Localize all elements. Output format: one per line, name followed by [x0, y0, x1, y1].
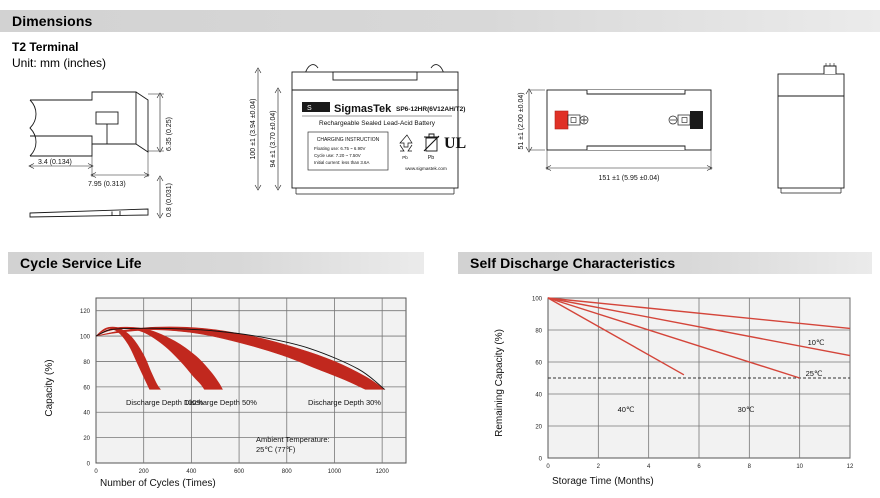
charging-instruction-title: CHARGING INSTRUCTION — [317, 137, 380, 143]
recycle-mark-label: Pb — [402, 155, 408, 160]
series-line-25℃ — [547, 297, 851, 357]
reference-envelope-curve — [96, 327, 385, 390]
dim-terminal-offset: 3.4 (0.134) — [38, 159, 72, 166]
dim-body-height: 94 ±1 (3.70 ±0.04) — [270, 110, 277, 167]
series-line-10℃ — [547, 297, 851, 330]
annotation-2: Discharge Depth 50% — [184, 398, 257, 407]
x-tick-label: 8 — [748, 464, 752, 470]
battery-side-view: 51 ±1 (2.00 ±0.04) 151 ±1 (5.95 ±0.04) — [505, 58, 725, 203]
y-tick-label: 20 — [535, 425, 542, 431]
charging-instruction-box — [307, 131, 389, 171]
section-header-dimensions: Dimensions — [0, 10, 880, 32]
y-tick-label: 0 — [539, 457, 543, 463]
battery-front-view: 100 ±1 (3.94 ±0.04) 94 ±1 (3.70 ±0.04) S… — [248, 58, 478, 203]
y-tick-label: 40 — [535, 393, 542, 399]
model-number: SP6-12HR(6V12AH/T2) — [396, 106, 465, 113]
x-tick-label: 0 — [546, 464, 550, 470]
series-label-10℃: 10℃ — [808, 338, 825, 347]
subsection-title-t2-terminal: T2 Terminal — [12, 40, 79, 54]
y-tick-label: 0 — [87, 462, 91, 468]
dim-terminal-thickness: 0.8 (0.031) — [166, 183, 173, 217]
battery-label: S SigmasTek SP6-12HR(6V12AH/T2) Recharge… — [302, 102, 466, 171]
section-header-self-discharge: Self Discharge Characteristics — [458, 252, 872, 274]
no-trash-mark-label: Pb — [428, 155, 435, 161]
y-tick-label: 120 — [80, 309, 91, 315]
x-tick-label: 0 — [94, 469, 98, 475]
battery-descriptor: Rechargeable Sealed Lead-Acid Battery — [319, 120, 436, 127]
x-tick-label: 1000 — [328, 469, 342, 475]
annotation-1: Discharge Depth 100% — [126, 398, 203, 407]
series-line-30℃ — [547, 297, 800, 379]
x-axis-title: Storage Time (Months) — [552, 476, 654, 487]
chart-cycle-service-life: 0 200 400 600 800 1000 1200 0 20 40 60 80 100 120 Disc… — [8, 288, 428, 493]
y-tick-label: 100 — [532, 297, 543, 303]
x-tick-label: 6 — [697, 464, 701, 470]
charging-line-3: Initial current: less than 3.6A — [314, 160, 369, 165]
end-view-body — [777, 73, 845, 189]
dim-side-height: 51 ±1 (2.00 ±0.04) — [518, 92, 525, 149]
ul-icon: UL — [444, 135, 466, 152]
annotation-3: Discharge Depth 30% — [308, 398, 381, 407]
unit-note: Unit: mm (inches) — [12, 56, 107, 70]
y-axis-title: Remaining Capacity (%) — [494, 329, 505, 437]
end-view-terminal — [823, 65, 837, 74]
series-label-25℃: 25℃ — [806, 369, 823, 378]
brand-mark-glyph: S — [307, 105, 312, 112]
x-tick-label: 400 — [186, 469, 197, 475]
y-tick-label: 20 — [83, 436, 90, 442]
website: www.sigmastek.com — [405, 166, 447, 171]
y-tick-label: 40 — [83, 411, 90, 417]
y-tick-label: 60 — [83, 385, 90, 391]
x-tick-label: 4 — [647, 464, 651, 470]
negative-terminal — [668, 111, 703, 129]
x-tick-label: 1200 — [375, 469, 389, 475]
x-tick-label: 800 — [282, 469, 293, 475]
x-tick-label: 200 — [139, 469, 150, 475]
series-label-30℃: 30℃ — [738, 405, 755, 414]
terminal-plate — [29, 208, 149, 218]
x-tick-label: 600 — [234, 469, 245, 475]
annotation-4-line2: 25℃ (77℉) — [256, 445, 296, 454]
section-title-self-discharge: Self Discharge Characteristics — [470, 255, 676, 271]
series-label-40℃: 40℃ — [618, 405, 635, 414]
x-tick-label: 10 — [796, 464, 803, 470]
section-title-cycle-service-life: Cycle Service Life — [20, 255, 142, 271]
chart-self-discharge: 0 2 4 6 8 10 12 0 20 40 60 80 100 10℃ 25℃ 30℃ 40℃ Remaini… — [458, 288, 872, 493]
no-trash-pb-icon — [423, 133, 440, 152]
terminal-slot — [95, 111, 119, 125]
y-tick-label: 80 — [535, 329, 542, 335]
battery-body — [291, 71, 459, 189]
dim-terminal-height: 6.35 (0.25) — [166, 117, 173, 151]
dim-total-height: 100 ±1 (3.94 ±0.04) — [250, 98, 257, 159]
battery-top-vent — [332, 71, 418, 81]
section-title-dimensions: Dimensions — [12, 13, 93, 29]
terminal-wavy-edge — [29, 99, 37, 157]
series-line-40℃ — [547, 297, 685, 376]
y-axis-title: Capacity (%) — [44, 359, 55, 416]
battery-end-view — [762, 58, 872, 203]
brand-name: SigmasTek — [334, 103, 392, 115]
positive-terminal — [554, 110, 589, 130]
y-tick-label: 80 — [83, 360, 90, 366]
recycle-pb-icon — [399, 134, 413, 152]
x-tick-label: 12 — [847, 464, 854, 470]
y-tick-label: 60 — [535, 361, 542, 367]
charging-line-1: Floating use: 6.75 ~ 6.90V — [314, 146, 365, 151]
charging-line-2: Cycle use: 7.20 ~ 7.50V — [314, 153, 361, 158]
y-tick-label: 100 — [80, 335, 91, 341]
annotation-4: Ambient Temperature: — [256, 435, 330, 444]
x-tick-label: 2 — [597, 464, 601, 470]
brand-mark — [302, 102, 330, 112]
dim-terminal-width: 7.95 (0.313) — [88, 181, 126, 188]
section-header-cycle-service-life: Cycle Service Life — [8, 252, 424, 274]
dim-side-length: 151 ±1 (5.95 ±0.04) — [598, 175, 659, 182]
ul-glyph: UL — [444, 135, 466, 152]
discharge-band-3 — [96, 326, 386, 390]
t2-terminal-drawing: 6.35 (0.25) 3.4 (0.134) 7.95 (0.313) 0.8… — [8, 82, 208, 232]
x-axis-title: Number of Cycles (Times) — [100, 478, 216, 489]
